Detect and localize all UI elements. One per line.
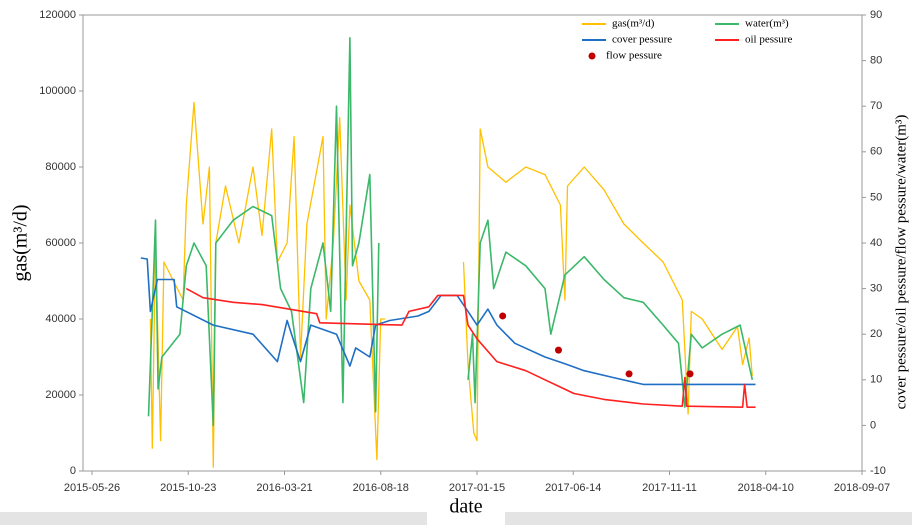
flow-point — [554, 346, 562, 354]
y-tick-label: 80000 — [45, 161, 76, 173]
y2-tick-label: 10 — [870, 374, 882, 386]
y2-tick-label: -10 — [870, 465, 886, 477]
legend-label: water(m³) — [745, 18, 789, 30]
x-tick-label: 2015-05-26 — [64, 482, 120, 494]
y2-tick-label: 50 — [870, 191, 882, 203]
legend-label: oil pessure — [745, 34, 792, 46]
y-tick-label: 0 — [70, 465, 76, 477]
x-tick-label: 2018-09-07 — [834, 482, 890, 494]
x-tick-label: 2016-08-18 — [353, 482, 409, 494]
y-axis-label: gas(m³/d) — [10, 204, 32, 281]
legend-label: cover pessure — [612, 34, 672, 46]
legend-label: flow pessure — [606, 50, 662, 62]
y-tick-label: 60000 — [45, 237, 76, 249]
y2-tick-label: 0 — [870, 419, 876, 431]
legend-marker — [588, 52, 596, 60]
y2-tick-label: 30 — [870, 283, 882, 295]
x-tick-label: 2015-10-23 — [160, 482, 216, 494]
x-axis-label: date — [449, 496, 482, 518]
series-line — [140, 257, 756, 386]
flow-point — [499, 312, 507, 320]
x-tick-label: 2017-01-15 — [449, 482, 505, 494]
series-line — [147, 37, 754, 427]
flow-point — [686, 370, 694, 378]
y2-axis-label: cover pessure/oil pessure/flow pessure/w… — [893, 115, 909, 410]
y2-tick-label: 80 — [870, 55, 882, 67]
scrollbar-right — [505, 512, 912, 525]
flow-point — [625, 370, 633, 378]
y-tick-label: 120000 — [39, 9, 76, 21]
x-tick-label: 2016-03-21 — [256, 482, 312, 494]
y2-tick-label: 60 — [870, 146, 882, 158]
y2-tick-label: 70 — [870, 100, 882, 112]
y-tick-label: 100000 — [39, 85, 76, 97]
scrollbar-left — [0, 512, 427, 525]
series-line — [149, 101, 753, 468]
legend-label: gas(m³/d) — [612, 18, 655, 30]
y-tick-label: 20000 — [45, 389, 76, 401]
y-tick-label: 40000 — [45, 313, 76, 325]
series-line — [185, 287, 756, 408]
x-tick-label: 2017-06-14 — [545, 482, 601, 494]
y2-tick-label: 40 — [870, 237, 882, 249]
y2-tick-label: 90 — [870, 9, 882, 21]
plot-frame — [82, 14, 863, 472]
x-tick-label: 2018-04-10 — [738, 482, 794, 494]
y2-tick-label: 20 — [870, 328, 882, 340]
x-tick-label: 2017-11-11 — [642, 482, 697, 494]
